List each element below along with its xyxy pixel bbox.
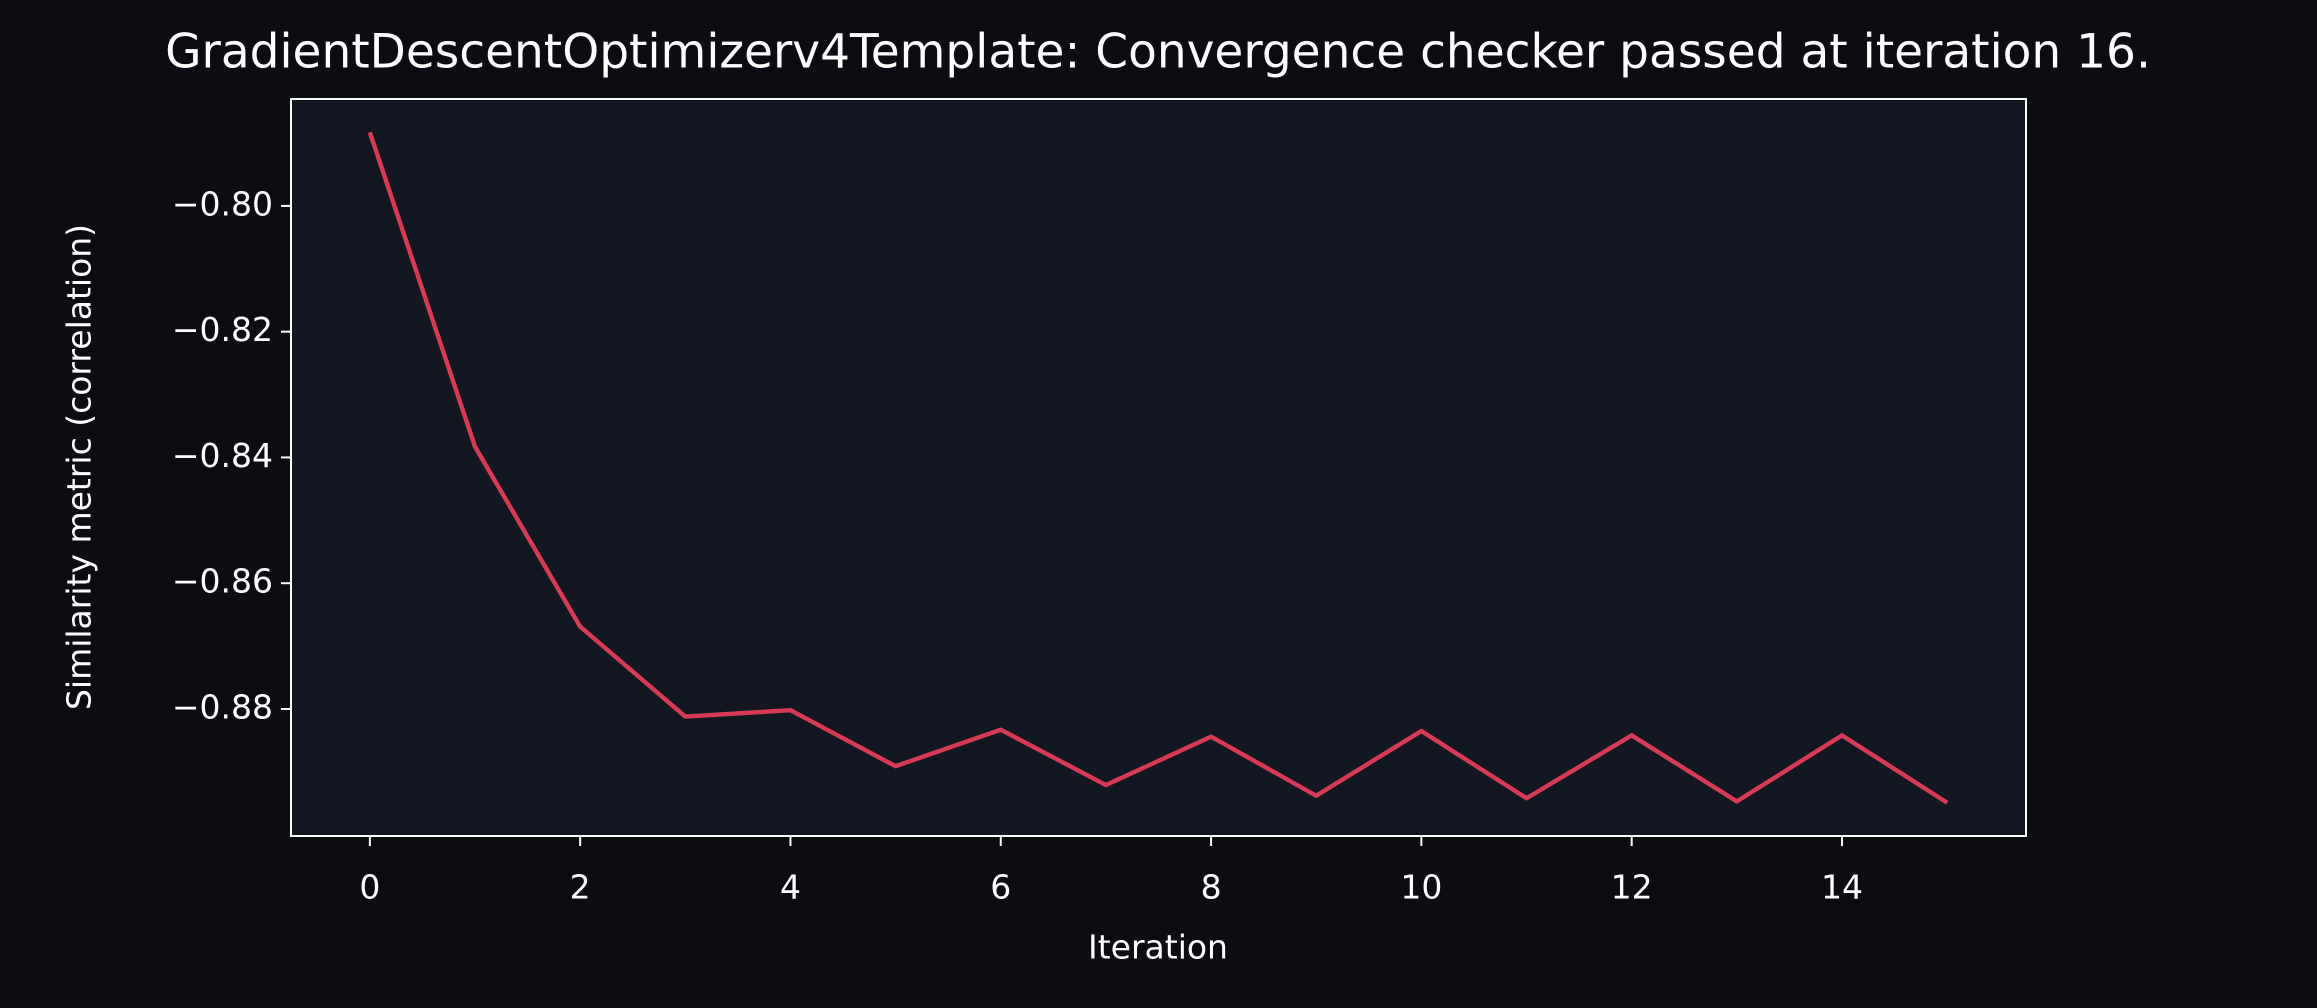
x-tick-label: 0 xyxy=(359,868,380,907)
x-axis-label: Iteration xyxy=(1088,928,1228,967)
chart-title: GradientDescentOptimizerv4Template: Conv… xyxy=(165,25,2151,80)
y-tick-label: −0.82 xyxy=(172,310,273,349)
x-tick-label: 6 xyxy=(990,868,1011,907)
x-tick-label: 10 xyxy=(1400,868,1442,907)
data-line xyxy=(367,131,1949,805)
y-tick-label: −0.86 xyxy=(172,562,273,601)
x-tick-label: 14 xyxy=(1821,868,1863,907)
y-tick-label: −0.84 xyxy=(172,436,273,475)
y-tick-label: −0.88 xyxy=(172,687,273,726)
x-tick-label: 12 xyxy=(1611,868,1653,907)
x-tick-label: 2 xyxy=(570,868,591,907)
y-tick-label: −0.80 xyxy=(172,184,273,223)
x-tick-label: 8 xyxy=(1201,868,1222,907)
y-axis-label: Similarity metric (correlation) xyxy=(60,224,99,710)
x-tick-label: 4 xyxy=(780,868,801,907)
plot-area xyxy=(291,99,2026,836)
axes-frame xyxy=(290,98,2027,837)
